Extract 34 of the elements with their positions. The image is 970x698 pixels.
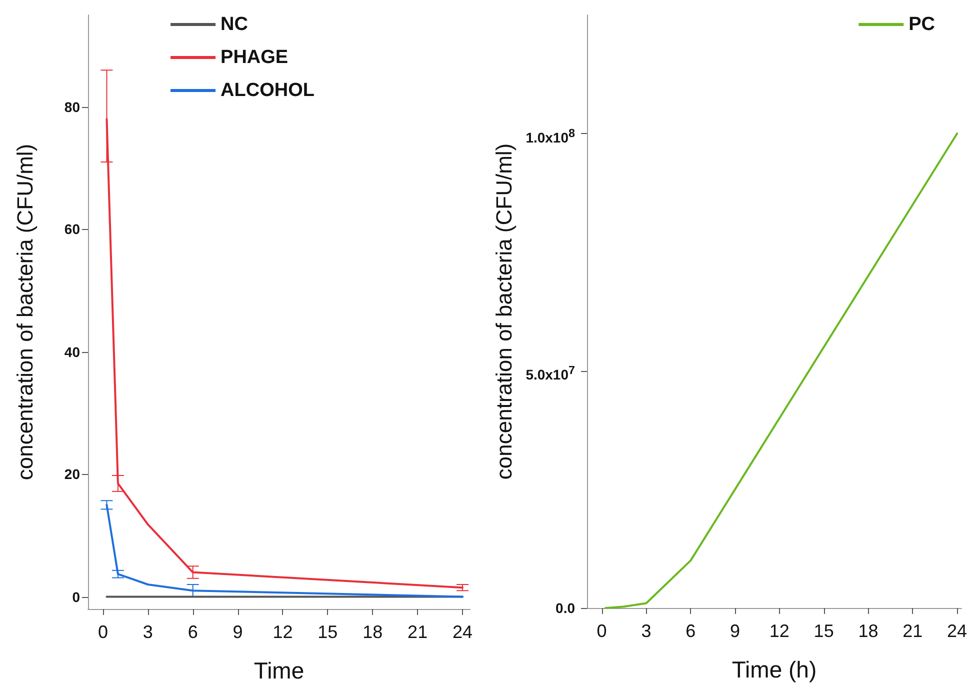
x-tick-label: 15 — [814, 621, 834, 641]
x-tick-label: 18 — [858, 621, 878, 641]
x-tick-label: 21 — [408, 622, 428, 642]
x-tick-label: 24 — [947, 621, 968, 641]
legend-label: ALCOHOL — [220, 80, 315, 101]
x-tick-label: 21 — [902, 621, 923, 641]
y-tick-label: 80 — [64, 98, 80, 116]
y-tick-label: 0 — [72, 588, 80, 606]
x-tick-label: 9 — [730, 621, 740, 641]
x-tick-label: 12 — [769, 621, 790, 641]
legend-label: PHAGE — [220, 47, 288, 68]
x-tick-label: 15 — [318, 622, 338, 642]
legend-label: NC — [220, 14, 248, 35]
y-axis-title: concentration of bacteria (CFU/ml) — [12, 144, 38, 480]
x-tick-label: 6 — [188, 622, 198, 642]
y-tick-label: 5.0x10$^{7}$ — [526, 362, 575, 382]
y-tick-label: 40 — [64, 342, 80, 361]
x-tick-label: 18 — [362, 622, 383, 642]
x-tick-label: 3 — [142, 622, 153, 642]
x-tick-label: 0 — [596, 621, 607, 641]
x-axis-title: Time — [254, 658, 304, 684]
y-tick-label: 0.0 — [556, 599, 575, 617]
x-tick-label: 6 — [686, 621, 696, 641]
legend-label: PC — [908, 14, 936, 35]
x-tick-label: 0 — [98, 622, 108, 642]
y-tick-label: 20 — [64, 465, 80, 484]
x-tick-label: 3 — [641, 621, 652, 641]
x-axis-title: Time (h) — [732, 656, 817, 682]
y-axis-title: concentration of bacteria (CFU/ml) — [492, 143, 516, 480]
x-tick-label: 24 — [452, 622, 473, 642]
x-tick-label: 9 — [232, 622, 243, 642]
x-tick-label: 12 — [272, 622, 293, 642]
y-tick-label: 60 — [64, 220, 80, 238]
y-tick-label: 1.0x10$^{8}$ — [526, 126, 575, 146]
